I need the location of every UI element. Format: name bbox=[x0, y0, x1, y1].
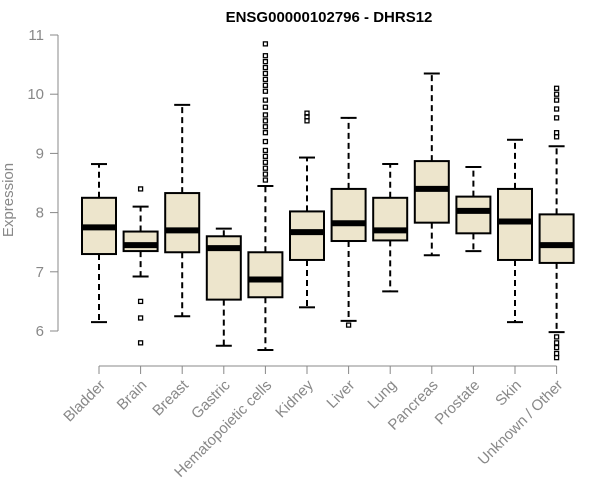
outlier-point bbox=[553, 91, 560, 97]
y-tick-label: 6 bbox=[36, 323, 44, 340]
box-group bbox=[497, 138, 533, 324]
outlier-point bbox=[553, 134, 560, 140]
x-tick-label: Lung bbox=[364, 377, 400, 413]
outlier-point bbox=[262, 76, 269, 83]
outlier-point bbox=[262, 159, 269, 165]
boxes-layer bbox=[81, 41, 575, 361]
outlier-point bbox=[304, 118, 310, 124]
outlier-point bbox=[262, 147, 269, 154]
x-tick-label: Liver bbox=[323, 377, 358, 412]
outlier-point bbox=[262, 138, 269, 145]
outlier-point bbox=[553, 354, 560, 361]
outlier-point bbox=[262, 64, 269, 71]
outlier-point bbox=[262, 118, 269, 124]
outlier-point bbox=[553, 106, 560, 112]
outlier-point bbox=[137, 315, 144, 321]
outlier-point bbox=[262, 41, 269, 47]
box-group bbox=[122, 186, 159, 346]
iqr-box bbox=[164, 192, 201, 254]
x-tick-label: Bladder bbox=[60, 377, 109, 426]
y-axis-title: Expression bbox=[0, 163, 17, 237]
box-group bbox=[372, 163, 409, 293]
x-tick-label: Prostate bbox=[432, 377, 484, 429]
outlier-point bbox=[262, 177, 269, 183]
box-group bbox=[205, 227, 242, 347]
box-group bbox=[455, 166, 492, 253]
iqr-box bbox=[247, 251, 284, 299]
outlier-point bbox=[262, 153, 269, 160]
box-group bbox=[164, 103, 201, 318]
outlier-point bbox=[262, 58, 269, 65]
y-tick-label: 7 bbox=[36, 264, 44, 281]
outlier-point bbox=[262, 130, 269, 136]
box-group bbox=[413, 72, 450, 257]
x-tick-label: Brain bbox=[114, 377, 151, 414]
outlier-point bbox=[262, 165, 269, 171]
outlier-point bbox=[137, 186, 144, 192]
outlier-point bbox=[262, 104, 269, 110]
outlier-point bbox=[553, 115, 560, 121]
outlier-point bbox=[553, 130, 560, 136]
chart-title: ENSG00000102796 - DHRS12 bbox=[226, 9, 433, 26]
outlier-point bbox=[137, 298, 144, 305]
outlier-point bbox=[262, 88, 269, 94]
iqr-box bbox=[289, 210, 325, 261]
box-group bbox=[538, 85, 575, 361]
y-tick-label: 10 bbox=[27, 86, 44, 103]
outlier-point bbox=[304, 114, 310, 120]
outlier-point bbox=[262, 70, 269, 77]
iqr-box bbox=[372, 196, 409, 242]
outlier-point bbox=[345, 322, 352, 328]
box-group bbox=[289, 110, 325, 309]
box-group bbox=[330, 116, 367, 328]
y-axis: 6 7 8 9 10 11 bbox=[27, 27, 59, 340]
iqr-box bbox=[455, 195, 492, 235]
box-group bbox=[81, 163, 117, 324]
y-tick-label: 11 bbox=[28, 27, 44, 44]
y-tick-label: 8 bbox=[36, 205, 44, 222]
outlier-point bbox=[262, 97, 269, 103]
outlier-point bbox=[137, 340, 144, 346]
x-tick-label: Skin bbox=[492, 377, 525, 410]
outlier-point bbox=[553, 340, 560, 346]
outlier-point bbox=[262, 171, 269, 177]
outlier-point bbox=[262, 112, 269, 118]
x-tick-label: Breast bbox=[149, 376, 192, 419]
outlier-point bbox=[553, 350, 560, 357]
iqr-box bbox=[330, 187, 367, 243]
outlier-point bbox=[553, 344, 560, 351]
outlier-point bbox=[262, 53, 269, 59]
y-tick-label: 9 bbox=[36, 145, 44, 162]
outlier-point bbox=[262, 82, 269, 88]
outlier-point bbox=[553, 85, 560, 91]
outlier-point bbox=[553, 97, 560, 103]
x-tick-label: Kidney bbox=[272, 376, 317, 421]
outlier-point bbox=[262, 124, 269, 130]
box-group bbox=[247, 41, 284, 351]
outlier-point bbox=[553, 334, 560, 340]
iqr-box bbox=[538, 213, 575, 264]
